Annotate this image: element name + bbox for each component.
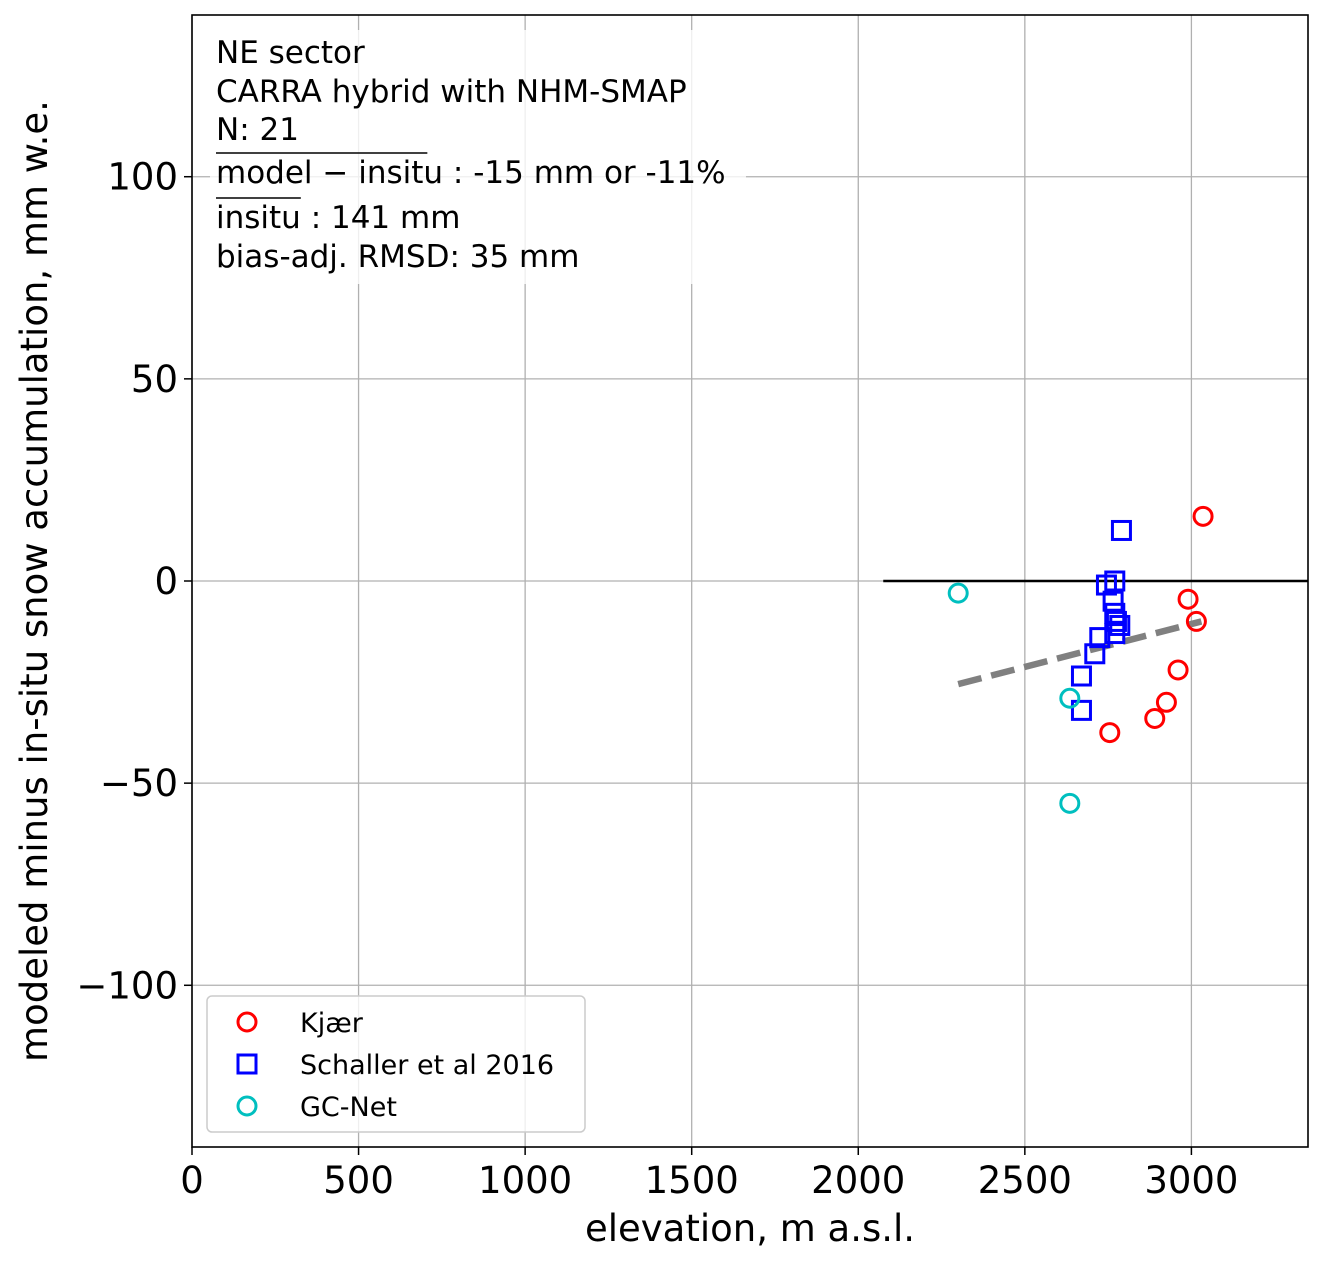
annotation-model: CARRA hybrid with NHM-SMAP xyxy=(216,74,687,110)
y-tick-label: 0 xyxy=(154,560,178,603)
annotation-sector: NE sector xyxy=(216,35,365,71)
data-point-series-2 xyxy=(1059,792,1081,814)
stats-annotation: NE sector CARRA hybrid with NHM-SMAP N: … xyxy=(210,30,746,284)
y-tick-label: −100 xyxy=(76,964,178,1007)
data-point-series-0 xyxy=(1144,707,1166,729)
data-point-series-1 xyxy=(1105,610,1127,632)
annotation-minus-sign: − xyxy=(322,155,348,191)
annotation-insitu-mean: insitu : 141 mm xyxy=(216,200,460,236)
data-point-series-0 xyxy=(1099,722,1121,744)
data-point-series-1 xyxy=(1070,699,1092,721)
x-tick-label: 1500 xyxy=(645,1159,739,1202)
annotation-insitu-label: insitu xyxy=(216,200,301,236)
annotation-mean-difference: model − insitu : -15 mm or -11% xyxy=(216,155,726,191)
data-point-series-0 xyxy=(1185,610,1207,632)
data-point-series-2 xyxy=(1059,687,1081,709)
x-tick-label: 1000 xyxy=(478,1159,572,1202)
x-axis-label: elevation, m a.s.l. xyxy=(585,1207,915,1250)
data-point-series-1 xyxy=(1070,665,1092,687)
x-tick-label: 2000 xyxy=(811,1159,905,1202)
x-tick-label: 2500 xyxy=(978,1159,1072,1202)
data-points xyxy=(947,505,1214,814)
data-point-series-0 xyxy=(1192,505,1214,527)
y-axis-label: modeled minus in-situ snow accumulation,… xyxy=(13,100,56,1062)
trend-line xyxy=(957,618,1203,688)
legend-marker-1 xyxy=(236,1053,258,1075)
data-point-series-1 xyxy=(1102,590,1124,612)
y-tick-label: 100 xyxy=(107,156,178,199)
legend-label-0: Kjær xyxy=(300,1008,364,1039)
data-point-series-2 xyxy=(947,582,969,604)
data-point-series-1 xyxy=(1104,570,1126,592)
legend-label-2: GC-Net xyxy=(300,1092,397,1123)
annotation-mean-difference-value: : -15 mm or -11% xyxy=(453,155,726,191)
annotation-background xyxy=(210,30,746,284)
annotation-rmsd: bias-adj. RMSD: 35 mm xyxy=(216,239,579,275)
data-point-series-1 xyxy=(1089,627,1111,649)
y-tick-label: −50 xyxy=(100,762,178,805)
data-point-series-0 xyxy=(1155,691,1177,713)
annotation-count: N: 21 xyxy=(216,112,299,148)
data-point-series-1 xyxy=(1084,643,1106,665)
reference-lines xyxy=(883,579,1308,688)
legend-box xyxy=(206,995,586,1133)
data-point-series-0 xyxy=(1167,659,1189,681)
legend-marker-0 xyxy=(236,1011,258,1033)
data-point-series-1 xyxy=(1110,519,1132,541)
x-axis-ticks: 0 500 1000 1500 2000 2500 3000 xyxy=(180,1147,1238,1202)
y-axis-ticks: −100 −50 0 50 100 xyxy=(76,156,192,1007)
annotation-insitu-value: : 141 mm xyxy=(311,200,461,236)
legend-label-1: Schaller et al 2016 xyxy=(300,1050,554,1081)
annotation-mean-insitu: insitu xyxy=(358,155,443,191)
y-tick-label: 50 xyxy=(131,358,178,401)
x-tick-label: 0 xyxy=(180,1159,204,1202)
data-point-series-0 xyxy=(1177,588,1199,610)
legend-marker-2 xyxy=(236,1095,258,1117)
x-tick-label: 500 xyxy=(323,1159,394,1202)
x-tick-label: 3000 xyxy=(1144,1159,1238,1202)
annotation-mean-model: model xyxy=(216,155,313,191)
legend: Kjær Schaller et al 2016 GC-Net xyxy=(206,995,586,1133)
data-point-series-1 xyxy=(1104,623,1126,645)
